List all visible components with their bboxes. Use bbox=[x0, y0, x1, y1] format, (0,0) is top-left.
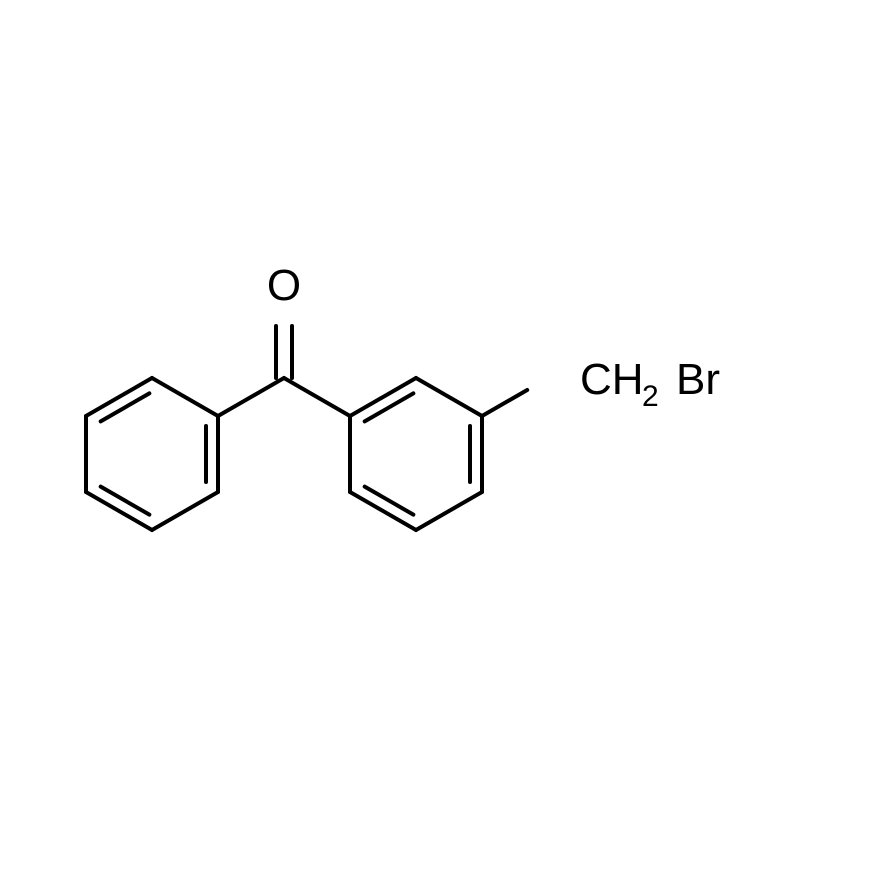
atom-label-o: O bbox=[267, 261, 301, 310]
atom-label-ch2: CH bbox=[580, 355, 644, 404]
atom-label-ch2-sub: 2 bbox=[642, 380, 659, 413]
atom-label-br: Br bbox=[676, 355, 720, 404]
molecule-diagram: O CH2 Br bbox=[0, 0, 890, 890]
